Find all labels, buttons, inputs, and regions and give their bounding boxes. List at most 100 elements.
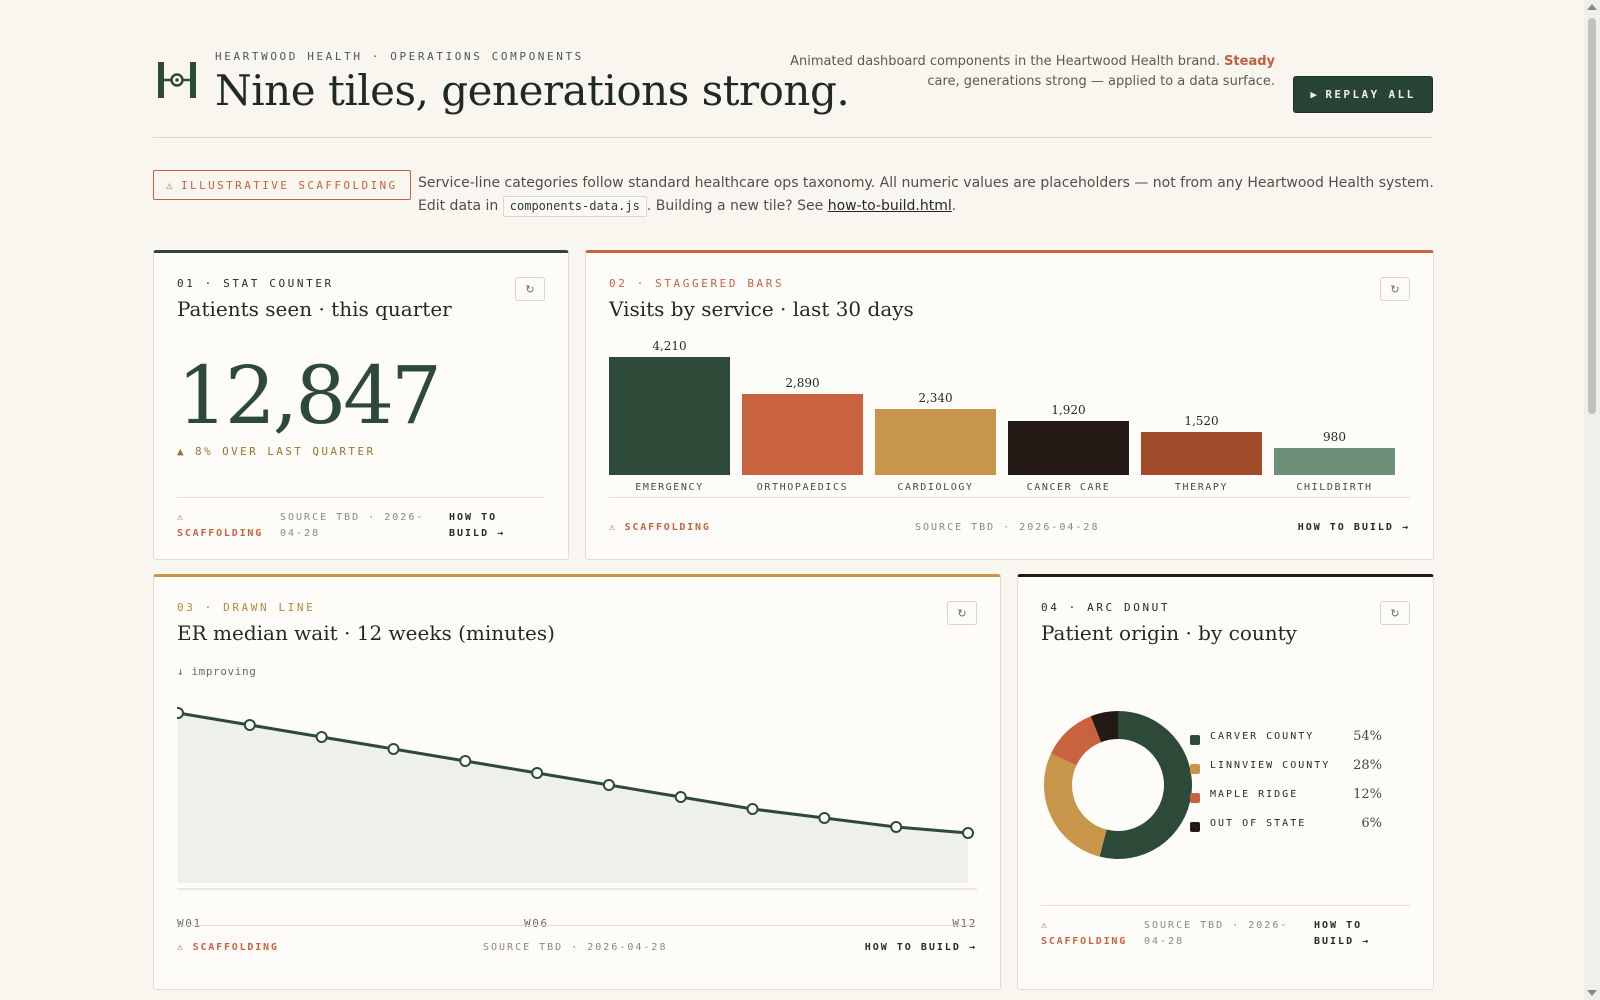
play-icon: ▶ — [1310, 88, 1320, 101]
card-title: Visits by service · last 30 days — [609, 297, 914, 321]
legend-label: LINNVIEW COUNTY — [1210, 760, 1331, 771]
card-footer: ⚠ SCAFFOLDING SOURCE TBD · 2026-04-28 HOW… — [177, 497, 545, 559]
line-chart — [177, 707, 977, 890]
x-tick-label: W01 — [177, 917, 202, 930]
line-point — [890, 821, 903, 833]
card-title: Patient origin · by county — [1041, 621, 1297, 645]
how-to-build-button[interactable]: HOW TO BUILD → — [449, 512, 506, 539]
bar — [875, 409, 996, 475]
bar-column: 1,520 THERAPY — [1141, 333, 1262, 493]
bar-category-label: CHILDBIRTH — [1296, 482, 1373, 493]
legend-value: 6% — [1361, 816, 1382, 831]
scaffolding-text: SCAFFOLDING — [192, 942, 279, 953]
how-to-build-button[interactable]: HOW TO BUILD → — [864, 942, 977, 953]
line-point — [962, 827, 974, 839]
refresh-icon: ↻ — [525, 282, 535, 296]
warning-icon: ⚠ — [1041, 920, 1049, 931]
scaffolding-label: ⚠ SCAFFOLDING — [177, 940, 279, 956]
legend-item: OUT OF STATE 6% — [1190, 816, 1382, 845]
legend-label: CARVER COUNTY — [1210, 731, 1315, 742]
page-header: HEARTWOOD HEALTH · OPERATIONS COMPONENTS… — [153, 44, 1433, 138]
bar — [1008, 421, 1129, 475]
source-label: SOURCE TBD · 2026-04-28 — [483, 942, 668, 953]
bar-value-label: 1,520 — [1184, 414, 1219, 429]
header-eyebrow: HEARTWOOD HEALTH · OPERATIONS COMPONENTS — [215, 50, 584, 63]
replay-all-button[interactable]: ▶ REPLAY ALL — [1293, 76, 1433, 113]
card-label: 01 · STAT COUNTER — [177, 277, 334, 290]
x-tick-label: W06 — [524, 917, 549, 930]
legend-swatch — [1190, 735, 1200, 745]
donut-slice — [1099, 711, 1192, 859]
line-point — [177, 707, 184, 719]
refresh-icon: ↻ — [1390, 606, 1400, 620]
card-title: Patients seen · this quarter — [177, 297, 452, 321]
legend-label: MAPLE RIDGE — [1210, 789, 1299, 800]
card-label: 03 · DRAWN LINE — [177, 601, 316, 614]
bar-value-label: 980 — [1323, 429, 1346, 444]
arc-donut-card: 04 · ARC DONUT Patient origin · by count… — [1017, 574, 1434, 990]
card-title: ER median wait · 12 weeks (minutes) — [177, 621, 555, 645]
notice-text-start: Service-line categories follow standard … — [418, 175, 1434, 214]
scroll-down-arrow-icon[interactable] — [1587, 990, 1597, 996]
replay-card-button[interactable]: ↻ — [947, 601, 977, 625]
legend-swatch — [1190, 764, 1200, 774]
bar-category-label: THERAPY — [1174, 482, 1229, 493]
bar-category-label: CANCER CARE — [1026, 482, 1111, 493]
scaffolding-label: ⚠ SCAFFOLDING — [1041, 918, 1131, 950]
card-label: 04 · ARC DONUT — [1041, 601, 1171, 614]
donut-slice — [1044, 753, 1107, 857]
bar — [1141, 432, 1262, 475]
notice-badge-label: ILLUSTRATIVE SCAFFOLDING — [181, 178, 398, 192]
card-footer: ⚠ SCAFFOLDING SOURCE TBD · 2026-04-28 HO… — [609, 497, 1410, 559]
line-point — [387, 743, 400, 755]
bar-value-label: 1,920 — [1051, 403, 1086, 418]
page-scrollbar[interactable] — [1584, 0, 1600, 1000]
refresh-icon: ↻ — [957, 606, 967, 620]
stat-value: 12,847 — [177, 349, 442, 442]
intro-text-end: care, generations strong — applied to a … — [927, 74, 1275, 89]
heartwood-logo-icon — [158, 62, 196, 98]
scrollbar-thumb[interactable] — [1588, 18, 1596, 414]
bar-column: 2,340 CARDIOLOGY — [875, 333, 996, 493]
trend-indicator: ↓ improving — [177, 665, 257, 678]
bar-chart: 4,210 EMERGENCY 2,890 ORTHOPAEDICS 2,340 CARD… — [609, 333, 1409, 493]
bar — [742, 394, 863, 475]
donut-chart — [1044, 711, 1192, 859]
how-to-build-button[interactable]: HOW TO BUILD → — [1314, 920, 1371, 947]
how-to-build-button[interactable]: HOW TO BUILD → — [1297, 522, 1410, 533]
bar-category-label: CARDIOLOGY — [897, 482, 974, 493]
bar-value-label: 2,340 — [918, 391, 953, 406]
intro-highlight: Steady — [1224, 54, 1275, 69]
intro-text-start: Animated dashboard components in the Hea… — [790, 54, 1225, 69]
line-point — [315, 731, 328, 743]
replay-card-button[interactable]: ↻ — [1380, 601, 1410, 625]
how-to-build-link[interactable]: how-to-build.html — [827, 198, 952, 214]
card-label: 02 · STAGGERED BARS — [609, 277, 785, 290]
data-file-code: components-data.js — [502, 196, 647, 217]
line-point — [531, 767, 544, 779]
drawn-line-card: 03 · DRAWN LINE ER median wait · 12 week… — [153, 574, 1001, 990]
replay-card-button[interactable]: ↻ — [1380, 277, 1410, 301]
header-intro: Animated dashboard components in the Hea… — [783, 52, 1275, 92]
card-footer: ⚠ SCAFFOLDING SOURCE TBD · 2026-04-28 HOW… — [1041, 905, 1410, 975]
scaffolding-text: SCAFFOLDING — [1041, 936, 1128, 947]
bar-column: 2,890 ORTHOPAEDICS — [742, 333, 863, 493]
legend-label: OUT OF STATE — [1210, 818, 1307, 829]
bar-column: 4,210 EMERGENCY — [609, 333, 730, 493]
x-tick-label: W12 — [952, 917, 977, 930]
scaffolding-text: SCAFFOLDING — [624, 522, 711, 533]
donut-slice — [1090, 711, 1118, 743]
line-point — [459, 755, 472, 767]
donut-legend: CARVER COUNTY 54% LINNVIEW COUNTY 28% MAPLE … — [1190, 729, 1382, 845]
line-area-fill — [178, 713, 968, 883]
bar-category-label: ORTHOPAEDICS — [756, 482, 849, 493]
legend-item: LINNVIEW COUNTY 28% — [1190, 758, 1382, 787]
bar-category-label: EMERGENCY — [635, 482, 704, 493]
line-point — [602, 779, 615, 791]
scroll-up-arrow-icon[interactable] — [1587, 4, 1597, 10]
bar — [609, 357, 730, 475]
replay-card-button[interactable]: ↻ — [515, 277, 545, 301]
bar — [1274, 447, 1395, 475]
scaffolding-text: SCAFFOLDING — [177, 528, 264, 539]
source-label: SOURCE TBD · 2026-04-28 — [915, 522, 1100, 533]
